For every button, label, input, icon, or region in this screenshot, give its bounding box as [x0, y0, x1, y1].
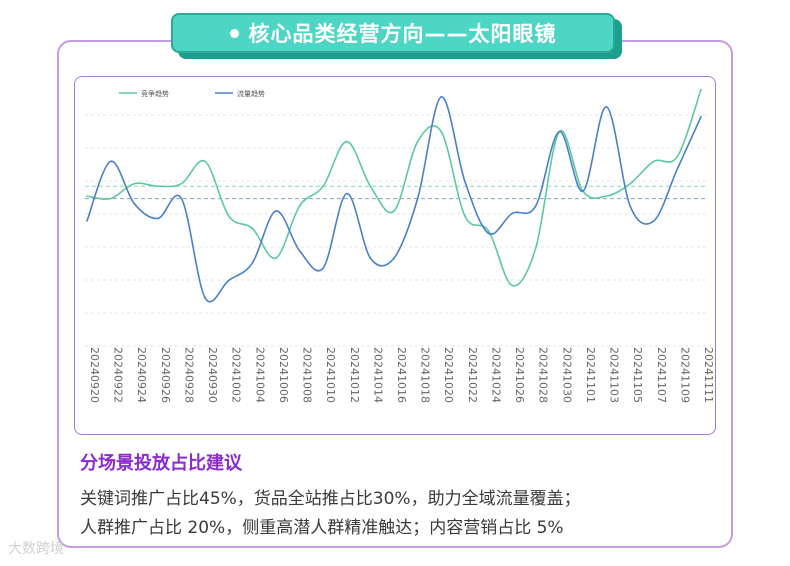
data-point: [345, 192, 348, 195]
data-point: [180, 197, 183, 200]
x-tick-label: 20241105: [631, 347, 644, 403]
x-tick-label: 20241012: [348, 347, 361, 403]
x-tick-label: 20241026: [513, 347, 526, 403]
data-point: [511, 284, 513, 287]
series-line-1: [86, 89, 702, 287]
data-point: [676, 168, 679, 170]
x-tick-label: 20241018: [419, 347, 432, 403]
title-bullet-icon: [229, 28, 239, 38]
data-point: [464, 215, 466, 217]
x-tick-label: 20240922: [112, 347, 125, 403]
data-point: [204, 297, 206, 299]
data-point: [86, 195, 88, 197]
x-tick-label: 20241111: [702, 347, 715, 403]
data-point: [393, 257, 395, 259]
x-tick-label: 20241010: [324, 347, 337, 403]
data-point: [133, 182, 136, 185]
data-point: [511, 212, 513, 215]
legend-label: 流量趋势: [237, 89, 265, 98]
data-point: [251, 227, 254, 230]
data-point: [251, 262, 254, 264]
data-point: [487, 230, 490, 232]
title-banner: 核心品类经营方向——太阳眼镜: [171, 13, 615, 53]
x-tick-label: 20240930: [206, 347, 219, 403]
x-tick-label: 20241014: [371, 347, 384, 403]
data-point: [416, 140, 419, 143]
recommendation-line-2: 人群推广占比 20%，侧重高潜人群精准触达；内容营销占比 5%: [80, 518, 564, 538]
x-tick-label: 20241030: [560, 347, 573, 403]
x-tick-label: 20241016: [395, 347, 408, 403]
x-tick-label: 20241022: [466, 347, 479, 403]
data-point: [322, 267, 324, 269]
x-tick-label: 20241004: [253, 347, 266, 403]
data-point: [652, 220, 655, 222]
data-point: [298, 205, 301, 207]
data-point: [700, 88, 702, 91]
data-point: [605, 195, 608, 197]
data-point: [109, 197, 112, 200]
data-point: [676, 155, 679, 158]
x-tick-label: 20241020: [442, 347, 455, 403]
data-point: [700, 115, 702, 118]
data-point: [558, 130, 561, 133]
data-point: [180, 182, 183, 185]
data-point: [227, 279, 230, 282]
recommendation-line-1: 关键词推广占比45%，货品全站推占比30%，助力全域流量覆盖；: [80, 489, 581, 509]
data-point: [227, 215, 230, 217]
data-point: [369, 257, 372, 259]
data-point: [157, 217, 159, 220]
x-tick-label: 20240920: [88, 347, 101, 403]
data-point: [440, 96, 443, 98]
data-point: [629, 182, 631, 185]
data-point: [298, 249, 301, 252]
data-point: [86, 220, 88, 222]
data-point: [440, 130, 443, 133]
chart-frame: 竞争趋势 流量趋势 20240920 20240922 20240924 20240926…: [74, 76, 716, 435]
data-point: [416, 197, 419, 200]
series-line-2: [86, 96, 702, 303]
x-tick-label: 20241002: [230, 347, 243, 403]
data-point: [345, 140, 348, 143]
x-tick-label: 20241101: [584, 347, 597, 403]
data-point: [369, 185, 372, 187]
x-tick-label: 20241107: [655, 347, 668, 403]
data-point: [582, 190, 584, 192]
data-point: [487, 232, 490, 235]
watermark-logo: 大数跨境: [8, 541, 64, 557]
x-tick-label: 20240924: [135, 347, 148, 403]
data-point: [534, 247, 537, 249]
section-heading: 分场景投放占比建议: [80, 453, 242, 474]
page-title: 核心品类经营方向——太阳眼镜: [248, 22, 557, 46]
data-point: [629, 205, 631, 207]
data-point: [393, 210, 395, 212]
data-point: [157, 185, 159, 187]
x-tick-label: 20240926: [159, 347, 172, 403]
x-tick-label: 20241109: [678, 347, 691, 403]
data-point: [652, 160, 655, 163]
data-point: [204, 160, 206, 163]
data-point: [109, 160, 112, 163]
x-tick-label: 20240928: [182, 347, 195, 403]
x-tick-label: 20241103: [608, 347, 621, 403]
x-tick-label: 20241024: [489, 347, 502, 403]
data-point: [275, 210, 277, 212]
data-point: [605, 106, 608, 108]
data-point: [275, 257, 277, 259]
data-point: [464, 180, 466, 183]
x-tick-label: 20241028: [537, 347, 550, 403]
x-tick-label: 20241008: [301, 347, 314, 403]
data-point: [534, 205, 537, 207]
data-point: [322, 185, 324, 187]
trend-line-chart: 竞争趋势 流量趋势 20240920 20240922 20240924 20240926…: [85, 88, 715, 403]
data-point: [133, 202, 136, 205]
legend-label: 竞争趋势: [141, 89, 169, 98]
x-tick-label: 20241006: [277, 347, 290, 403]
